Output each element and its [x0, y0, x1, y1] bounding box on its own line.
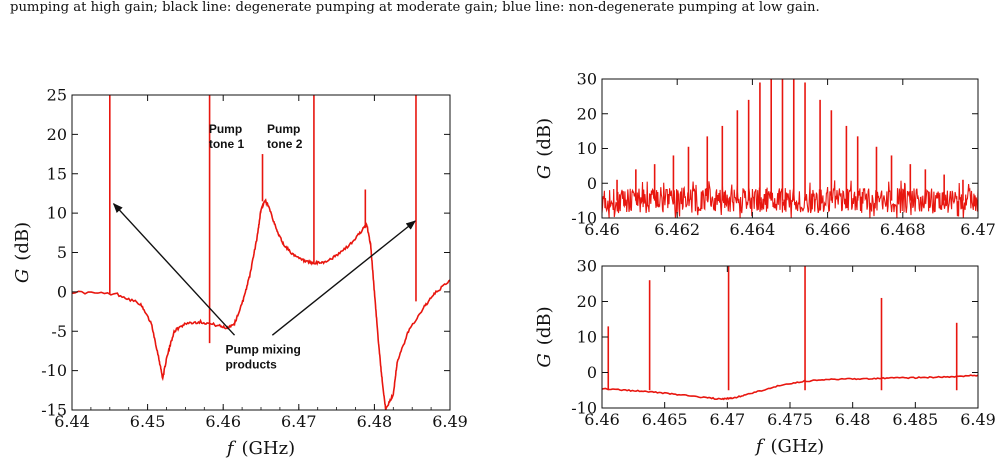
left-trace — [72, 198, 450, 410]
top-right-ytick-label: 30 — [577, 70, 597, 89]
top-right-ytick-label: 10 — [577, 139, 597, 158]
top-right-xtick-label: 6.464 — [729, 220, 775, 239]
top-right-xtick-label: 6.466 — [805, 220, 851, 239]
left-ytick-label: 10 — [47, 204, 67, 223]
bottom-right-panel-chart: 6.46 6.465 6.47 6.475 6.48 6.485 6.49 -10 0 10 20 3… — [534, 257, 996, 458]
bottom-right-xtick-label: 6.475 — [767, 410, 813, 429]
left-ytick-label: -15 — [41, 401, 67, 420]
left-y-axis-title: G(dB) — [12, 222, 33, 283]
left-annotation: Pump mixing products — [225, 342, 300, 371]
top-right-xtick-label: 6.47 — [960, 220, 996, 239]
top-right-plot-area — [602, 79, 978, 218]
top-right-panel-chart: 6.46 6.462 6.464 6.466 6.468 6.47 -10 0 10 20 30 G(… — [534, 70, 996, 240]
bottom-right-ytick-label: 30 — [577, 257, 597, 276]
left-ytick-label: 0 — [57, 282, 67, 301]
left-xtick-label: 6.47 — [281, 412, 317, 431]
bottom-right-xtick-label: 6.485 — [892, 410, 938, 429]
left-ytick-label: 20 — [47, 125, 67, 144]
bottom-right-trace — [602, 374, 978, 401]
left-plot-area — [72, 95, 450, 410]
bottom-right-ytick-label: -10 — [571, 399, 597, 418]
bottom-right-x-axis-title: f (GHz) — [754, 436, 824, 457]
left-xtick-label: 6.45 — [130, 412, 166, 431]
top-right-ytick-label: 20 — [577, 104, 597, 123]
bottom-right-plot-area — [602, 266, 978, 401]
top-right-xtick-label: 6.46 — [584, 220, 620, 239]
top-right-ytick-label: 0 — [587, 174, 597, 193]
left-ytick-label: 15 — [47, 164, 67, 183]
bottom-right-axes-frame — [601, 265, 979, 409]
left-arrow — [271, 220, 417, 336]
left-xtick-label: 6.48 — [357, 412, 393, 431]
top-right-xtick-label: 6.462 — [654, 220, 700, 239]
bottom-right-xtick-label: 6.48 — [835, 410, 871, 429]
top-right-ytick-label: -10 — [571, 209, 597, 228]
left-xtick-label: 6.44 — [54, 412, 90, 431]
bottom-right-ytick-label: 10 — [577, 328, 597, 347]
left-ytick-label: -5 — [51, 322, 67, 341]
figure-caption: pumping at high gain; black line: degene… — [10, 0, 820, 15]
left-x-axis-title: f (GHz) — [225, 438, 295, 459]
top-right-y-axis-title: G(dB) — [534, 118, 555, 179]
left-arrow — [112, 202, 236, 336]
bottom-right-xtick-label: 6.46 — [584, 410, 620, 429]
left-panel-chart: 6.44 6.45 6.46 6.47 6.48 6.49 -15 -10 -5 0 5 10 15 20… — [12, 86, 468, 460]
left-xtick-label: 6.49 — [432, 412, 468, 431]
left-annotation: Pump tone 2 — [267, 122, 303, 151]
left-annotation: Pump tone 1 — [209, 122, 245, 151]
bottom-right-ytick-label: 0 — [587, 363, 597, 382]
bottom-right-xtick-label: 6.465 — [642, 410, 688, 429]
bottom-right-xtick-label: 6.49 — [960, 410, 996, 429]
bottom-right-ytick-label: 20 — [577, 292, 597, 311]
top-right-noise-trace — [602, 180, 978, 218]
left-ytick-label: 5 — [57, 243, 67, 262]
top-right-xtick-label: 6.468 — [880, 220, 926, 239]
bottom-right-y-axis-title: G(dB) — [534, 306, 555, 367]
left-ytick-label: -10 — [41, 361, 67, 380]
left-xtick-label: 6.46 — [205, 412, 241, 431]
left-ytick-label: 25 — [47, 86, 67, 105]
bottom-right-xtick-label: 6.47 — [710, 410, 746, 429]
